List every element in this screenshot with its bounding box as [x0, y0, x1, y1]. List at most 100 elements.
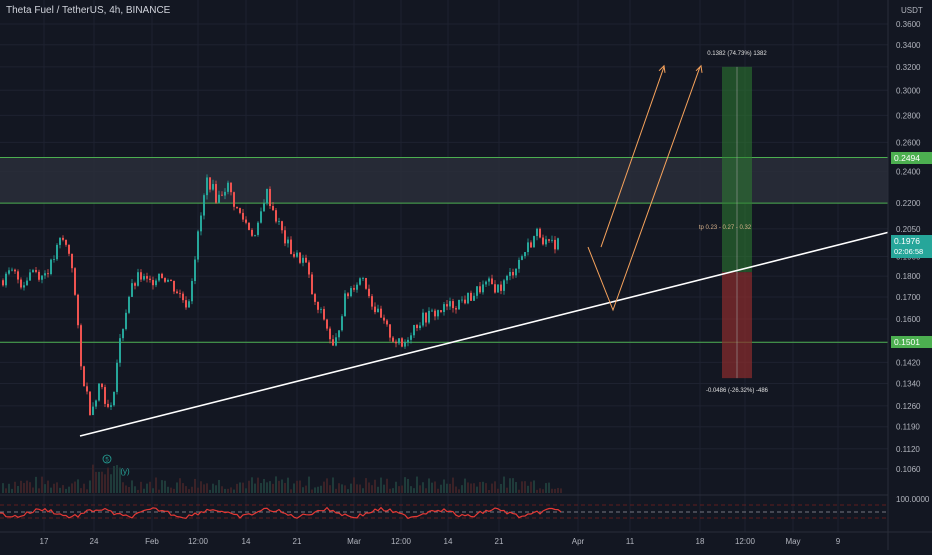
price-tick: 0.1800 [896, 272, 921, 281]
volume-bar [374, 479, 376, 493]
candle [350, 288, 352, 297]
time-tick: 14 [242, 537, 251, 546]
time-tick: 18 [696, 537, 705, 546]
volume-bar [524, 481, 526, 493]
volume-bar [515, 482, 517, 493]
candle [32, 270, 34, 273]
candle [524, 252, 526, 257]
volume-bar [518, 489, 520, 493]
candle [44, 273, 46, 276]
volume-bar [545, 483, 547, 493]
trendline [79, 231, 889, 437]
volume-bar [71, 483, 73, 493]
candle [65, 239, 67, 245]
candle [533, 236, 535, 248]
candle [332, 339, 334, 346]
candle [83, 366, 85, 387]
volume-bar [455, 486, 457, 493]
volume-bar [83, 483, 85, 493]
candle [437, 310, 439, 317]
volume-bar [350, 483, 352, 493]
volume-bar [161, 480, 163, 493]
volume-bar [557, 487, 559, 493]
volume-bar [329, 485, 331, 493]
candle [362, 278, 364, 279]
last-price-label: 0.1976 [891, 235, 932, 248]
volume-bar [407, 478, 409, 493]
price-tick: 0.1600 [896, 315, 921, 324]
candle [203, 195, 205, 216]
volume-bar [554, 488, 556, 493]
volume-bar [284, 482, 286, 493]
arrow-head [695, 64, 703, 73]
candle [257, 222, 259, 235]
volume-bar [158, 489, 160, 493]
candle [8, 270, 10, 274]
candle [197, 231, 199, 260]
candle [125, 312, 127, 330]
candle [416, 324, 418, 329]
candle [440, 310, 442, 313]
volume-bar [224, 488, 226, 493]
candle [374, 306, 376, 313]
volume-bar [380, 477, 382, 493]
candle [179, 293, 181, 295]
volume-bar [236, 483, 238, 493]
candle [29, 272, 31, 281]
price-tick: 0.1700 [896, 293, 921, 302]
candle [317, 301, 319, 310]
volume-bar [116, 465, 118, 493]
volume-bar [434, 481, 436, 493]
candle [41, 275, 43, 280]
candle [56, 244, 58, 260]
unit-label: USDT [901, 6, 923, 15]
candle [236, 206, 238, 209]
volume-bar [143, 488, 145, 493]
volume-bar [152, 488, 154, 493]
volume-bar [344, 485, 346, 493]
volume-bar [227, 488, 229, 493]
candle [494, 284, 496, 293]
volume-bar [260, 483, 262, 493]
candle [398, 338, 400, 344]
candle [356, 284, 358, 290]
volume-bar [62, 485, 64, 493]
volume-bar [41, 476, 43, 493]
candle [242, 212, 244, 220]
volume-bar [308, 476, 310, 493]
candle [215, 184, 217, 203]
volume-bar [89, 480, 91, 493]
volume-bar [479, 482, 481, 493]
price-tick: 0.1260 [896, 402, 921, 411]
volume-bar [254, 483, 256, 493]
candle [284, 230, 286, 244]
candle [89, 391, 91, 416]
volume-bar [341, 484, 343, 493]
volume-bar [20, 480, 22, 493]
candle [401, 338, 403, 347]
price-tick: 0.2800 [896, 111, 921, 120]
volume-bar [320, 485, 322, 493]
volume-bar [377, 486, 379, 493]
candle [539, 228, 541, 238]
volume-bar [170, 487, 172, 493]
candle [386, 320, 388, 325]
candle [320, 309, 322, 310]
volume-bar [200, 481, 202, 493]
candle [191, 281, 193, 302]
volume-bar [95, 471, 97, 493]
candle [488, 278, 490, 282]
candle [17, 271, 19, 280]
candle [497, 284, 499, 293]
volume-bar [278, 480, 280, 493]
candle [554, 239, 556, 250]
candle [224, 191, 226, 196]
volume-bar [2, 483, 4, 493]
price-tick: 0.2200 [896, 199, 921, 208]
candle [14, 269, 16, 272]
volume-bar [404, 477, 406, 493]
volume-bar [509, 478, 511, 493]
volume-bar [527, 485, 529, 493]
